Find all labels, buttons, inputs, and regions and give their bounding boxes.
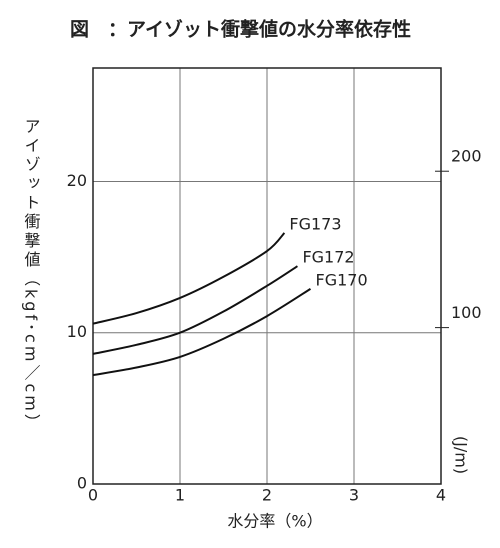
plot-frame <box>92 67 442 485</box>
series-label: FG173 <box>289 214 341 233</box>
series-label: FG172 <box>302 248 354 267</box>
y2-tick-label: 100 <box>451 303 482 322</box>
chart-title: 図 ：アイゾット衝撃値の水分率依存性 <box>70 18 411 41</box>
x-axis-label: 水分率（%） <box>227 512 322 531</box>
series-label: FG170 <box>316 270 368 289</box>
series-line <box>92 288 312 377</box>
series-line <box>92 265 298 355</box>
y2-axis-label: (J/m) <box>452 436 471 474</box>
series-line <box>92 232 286 325</box>
x-tick-label: 1 <box>175 486 185 505</box>
x-tick-label: 0 <box>88 486 98 505</box>
y2-tick-label: 200 <box>451 147 482 166</box>
y-tick-label: 20 <box>67 171 87 190</box>
x-tick-label: 3 <box>349 486 359 505</box>
x-tick-label: 4 <box>436 486 446 505</box>
y-tick-label: 0 <box>77 474 87 493</box>
y-tick-label: 10 <box>67 322 87 341</box>
x-tick-label: 2 <box>262 486 272 505</box>
y-axis-label: アイゾット衝撃値（kgf･cm／cm） <box>22 118 41 433</box>
